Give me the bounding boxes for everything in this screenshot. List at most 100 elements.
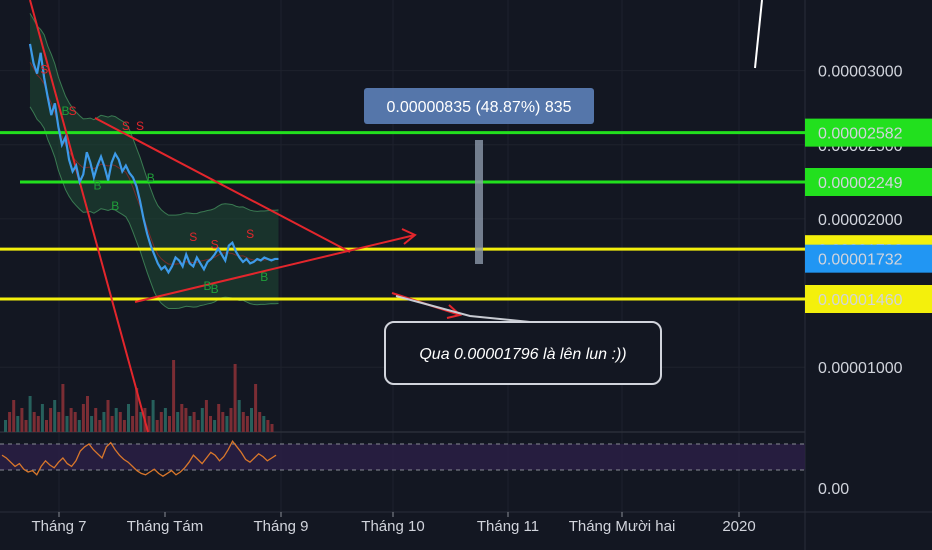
volume-bar (200, 408, 204, 432)
volume-bar (49, 408, 53, 432)
signal-sell: S (211, 238, 219, 252)
signal-buy: B (260, 270, 268, 284)
price-tag-label: 0.00001460 (818, 292, 903, 309)
volume-bar (262, 416, 266, 432)
lower-wedge-line (134, 234, 416, 303)
signal-sell: S (122, 119, 130, 133)
signal-buy: B (147, 171, 155, 185)
volume-bar (155, 420, 159, 432)
measure-tool[interactable]: 0.00000835 (48.87%) 835 (364, 88, 594, 264)
volume-bar (245, 416, 249, 432)
volume-bar (77, 420, 81, 432)
signal-buy: B (211, 282, 219, 296)
volume-bars (4, 360, 274, 432)
x-tick-label: Tháng 9 (253, 518, 308, 535)
volume-bar (135, 388, 139, 432)
volume-bar (69, 408, 73, 432)
band-upper (29, 13, 279, 216)
volume-bar (213, 420, 217, 432)
volume-bar (127, 404, 130, 432)
y-tick-label: 0.00003000 (818, 64, 903, 81)
volume-bar (94, 408, 98, 432)
volume-bar (65, 416, 69, 432)
price-tag-bg (805, 244, 932, 273)
annotation-text: Qua 0.00001796 là lên lun :)) (419, 346, 626, 363)
y-tick-label: 0.00001000 (818, 360, 903, 377)
volume-bar (172, 360, 176, 432)
callout-pointer (395, 295, 531, 323)
volume-bar (225, 416, 229, 432)
volume-bar (233, 364, 237, 432)
volume-bar (16, 416, 20, 432)
price-tags: 0.000025820.000022490.000017960.00001460… (805, 118, 932, 313)
volume-bar (258, 412, 262, 432)
volume-bar (196, 420, 200, 432)
horizontal-levels[interactable] (0, 131, 805, 301)
volume-bar (270, 424, 274, 432)
upper-wedge-line (94, 117, 351, 253)
annotation-callout[interactable]: Qua 0.00001796 là lên lun :)) (384, 321, 662, 385)
volume-bar (20, 408, 24, 432)
x-tick-label: Tháng Tám (127, 518, 203, 535)
measure-tag-text: 0.00000835 (48.87%) 835 (386, 99, 571, 116)
volume-bar (24, 420, 28, 432)
steep-trendline (29, 0, 149, 433)
volume-bar (45, 420, 48, 432)
volume-bar (250, 408, 253, 432)
volume-bar (139, 412, 143, 432)
y-tick-label: 0.00 (818, 481, 849, 498)
volume-bar (254, 384, 258, 432)
signal-sell: S (189, 230, 197, 244)
volume-bar (266, 420, 270, 432)
volume-bar (61, 384, 65, 432)
volume-bar (159, 412, 163, 432)
volume-bar (237, 400, 241, 432)
volume-bar (102, 412, 106, 432)
volume-bar (114, 408, 118, 432)
volume-bar (8, 412, 12, 432)
volume-bar (184, 408, 188, 432)
volume-bar (192, 412, 196, 432)
price-line (28, 43, 279, 275)
trend-drawings[interactable] (29, 0, 531, 433)
time-axis[interactable]: Tháng 7 Tháng Tám Tháng 9 Tháng 10 Tháng 11 T… (31, 512, 756, 535)
breakdown-arrowhead (446, 304, 463, 319)
volume-bar (86, 396, 89, 432)
volume-bar (90, 416, 94, 432)
price-tag-bg (805, 168, 932, 196)
rsi-pane (0, 439, 805, 477)
signal-sell: S (246, 227, 254, 241)
signal-sell: S (69, 104, 77, 118)
volume-bar (106, 400, 110, 432)
volume-bar (209, 416, 212, 432)
signal-sell: S (40, 63, 48, 77)
volume-bar (229, 408, 233, 432)
volume-bar (204, 400, 208, 432)
volume-bar (163, 408, 167, 432)
signal-buy: B (61, 104, 69, 118)
price-tag-bg (805, 118, 932, 147)
volume-bar (110, 416, 114, 432)
rsi-line (1, 439, 277, 477)
volume-bar (4, 420, 7, 432)
y-tick-label: 0.00002000 (818, 212, 903, 229)
price-series-line (28, 43, 279, 275)
volume-bar (32, 412, 36, 432)
x-tick-label: Tháng 7 (31, 518, 86, 535)
price-tag-label: 0.00002249 (818, 175, 903, 192)
rsi-band (0, 444, 805, 470)
volume-bar (98, 420, 102, 432)
volume-bar (221, 412, 225, 432)
volume-bar (118, 412, 122, 432)
volume-bar (122, 420, 126, 432)
signal-buy: B (93, 178, 101, 192)
volume-bar (57, 412, 61, 432)
volume-bar (12, 400, 16, 432)
volume-bar (151, 400, 155, 432)
volume-bar (36, 416, 40, 432)
price-tag-label: 0.00001732 (818, 252, 903, 269)
annotation-box (384, 321, 662, 385)
volume-bar (176, 412, 180, 432)
